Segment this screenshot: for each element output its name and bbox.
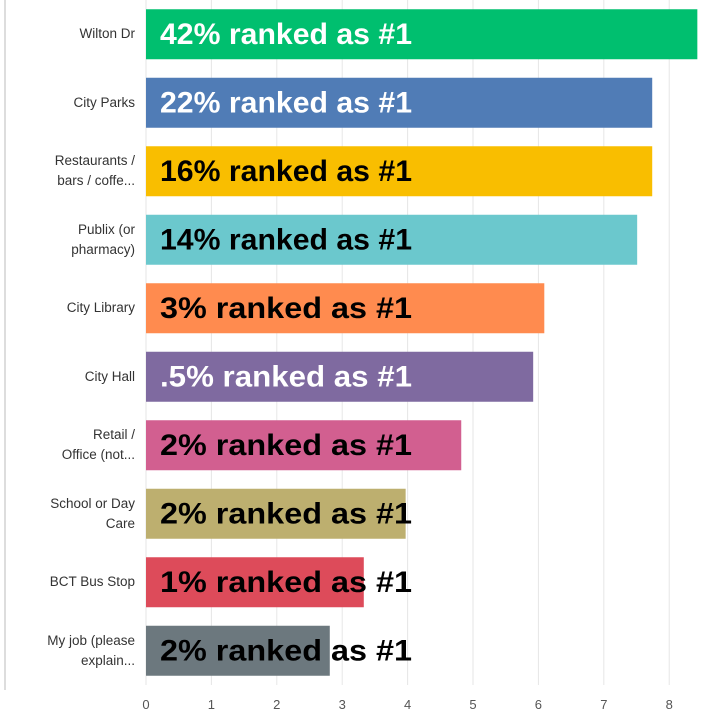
category-label: City Parks (73, 94, 135, 110)
bar-annotation: 2% ranked as #1 (160, 635, 412, 668)
x-tick-label: 1 (208, 697, 215, 712)
bar (146, 283, 545, 334)
category-label: My job (please explain... (47, 632, 135, 668)
bar-annotation: 22% ranked as #1 (160, 87, 412, 120)
bar-annotation: 14% ranked as #1 (160, 224, 412, 257)
bar (146, 420, 462, 471)
bar-annotation: 2% ranked as #1 (160, 498, 412, 531)
x-tick-label: 5 (469, 697, 476, 712)
category-label: City Library (66, 300, 135, 316)
bar (146, 214, 638, 265)
x-tick-label: 4 (404, 697, 411, 712)
bar (146, 557, 364, 608)
bar (146, 146, 653, 197)
x-tick-label: 2 (273, 697, 280, 712)
category-label: Wilton Dr (79, 26, 135, 42)
x-tick-label: 6 (535, 697, 542, 712)
bar-annotation: 2% ranked as #1 (160, 429, 412, 462)
bar-annotation: .5% ranked as #1 (160, 361, 412, 394)
category-label: Publix (or pharmacy) (71, 221, 135, 257)
x-tick-label: 7 (600, 697, 607, 712)
bar (146, 625, 330, 676)
bar (146, 77, 653, 128)
bar-annotation: 16% ranked as #1 (160, 155, 412, 188)
category-label: Retail / Office (not... (61, 427, 135, 463)
x-tick-label: 8 (666, 697, 673, 712)
category-label: Restaurants / bars / coffe... (54, 153, 135, 189)
category-label: School or Day Care (50, 495, 135, 531)
x-tick-label: 0 (142, 697, 149, 712)
bar (146, 9, 698, 60)
bar (146, 351, 534, 402)
bar-annotation: 3% ranked as #1 (160, 292, 412, 325)
bar-annotation: 1% ranked as #1 (160, 566, 412, 599)
x-tick-label: 3 (339, 697, 346, 712)
bar (146, 488, 406, 539)
category-label: BCT Bus Stop (49, 574, 135, 590)
bar-annotation: 42% ranked as #1 (160, 18, 412, 51)
category-label: City Hall (84, 368, 135, 384)
